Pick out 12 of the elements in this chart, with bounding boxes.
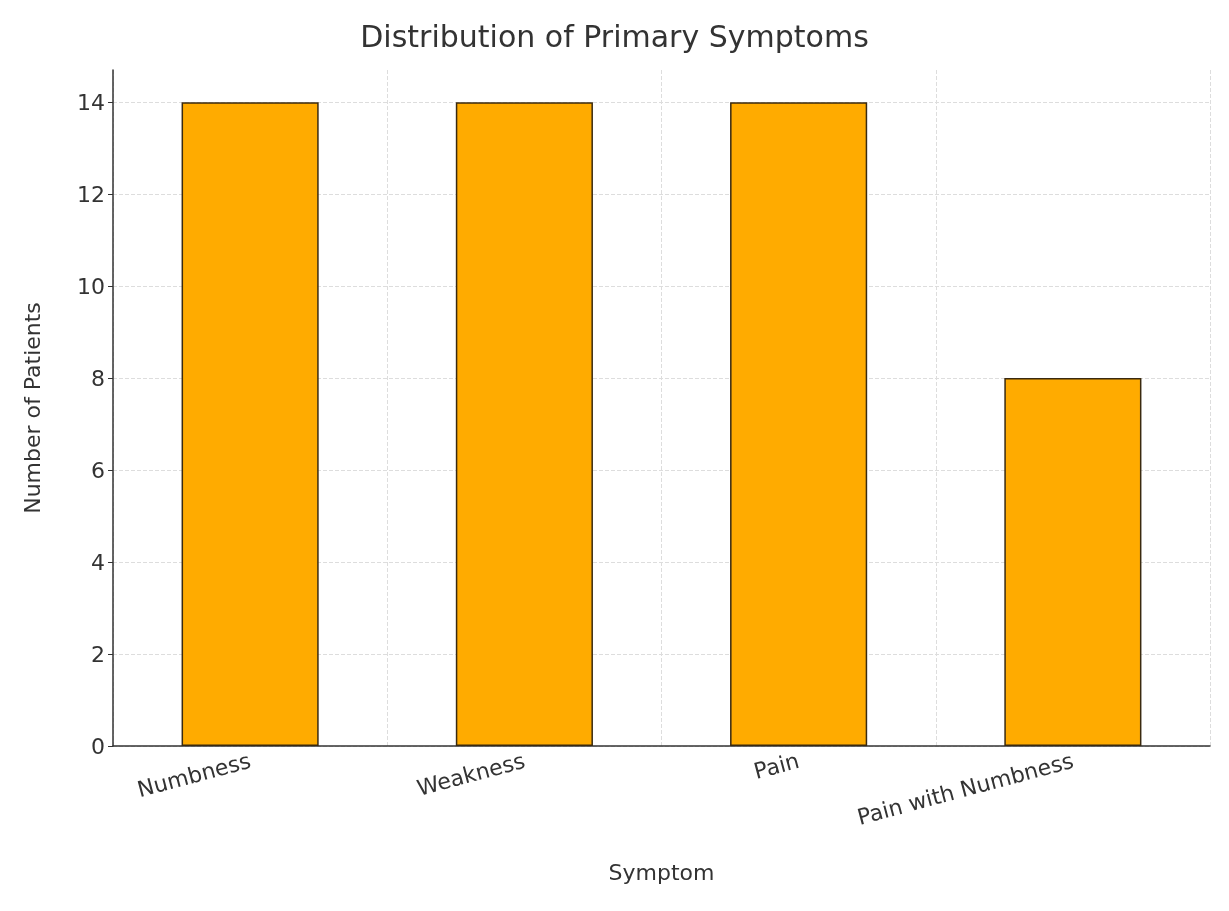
y-tick-label: 12: [77, 181, 105, 207]
y-tick-label: 0: [91, 733, 105, 759]
x-axis-title: Symptom: [608, 859, 715, 885]
y-axis-title: Number of Patients: [19, 302, 45, 514]
chart-title: Distribution of Primary Symptoms: [360, 18, 869, 54]
y-tick-label: 4: [91, 549, 105, 575]
y-tick-label: 10: [77, 273, 105, 299]
y-tick-label: 2: [91, 641, 105, 667]
y-tick-label: 6: [91, 457, 105, 483]
y-tick-label: 8: [91, 365, 105, 391]
y-tick-label: 14: [77, 89, 105, 115]
x-tick-label: Pain: [751, 747, 802, 784]
